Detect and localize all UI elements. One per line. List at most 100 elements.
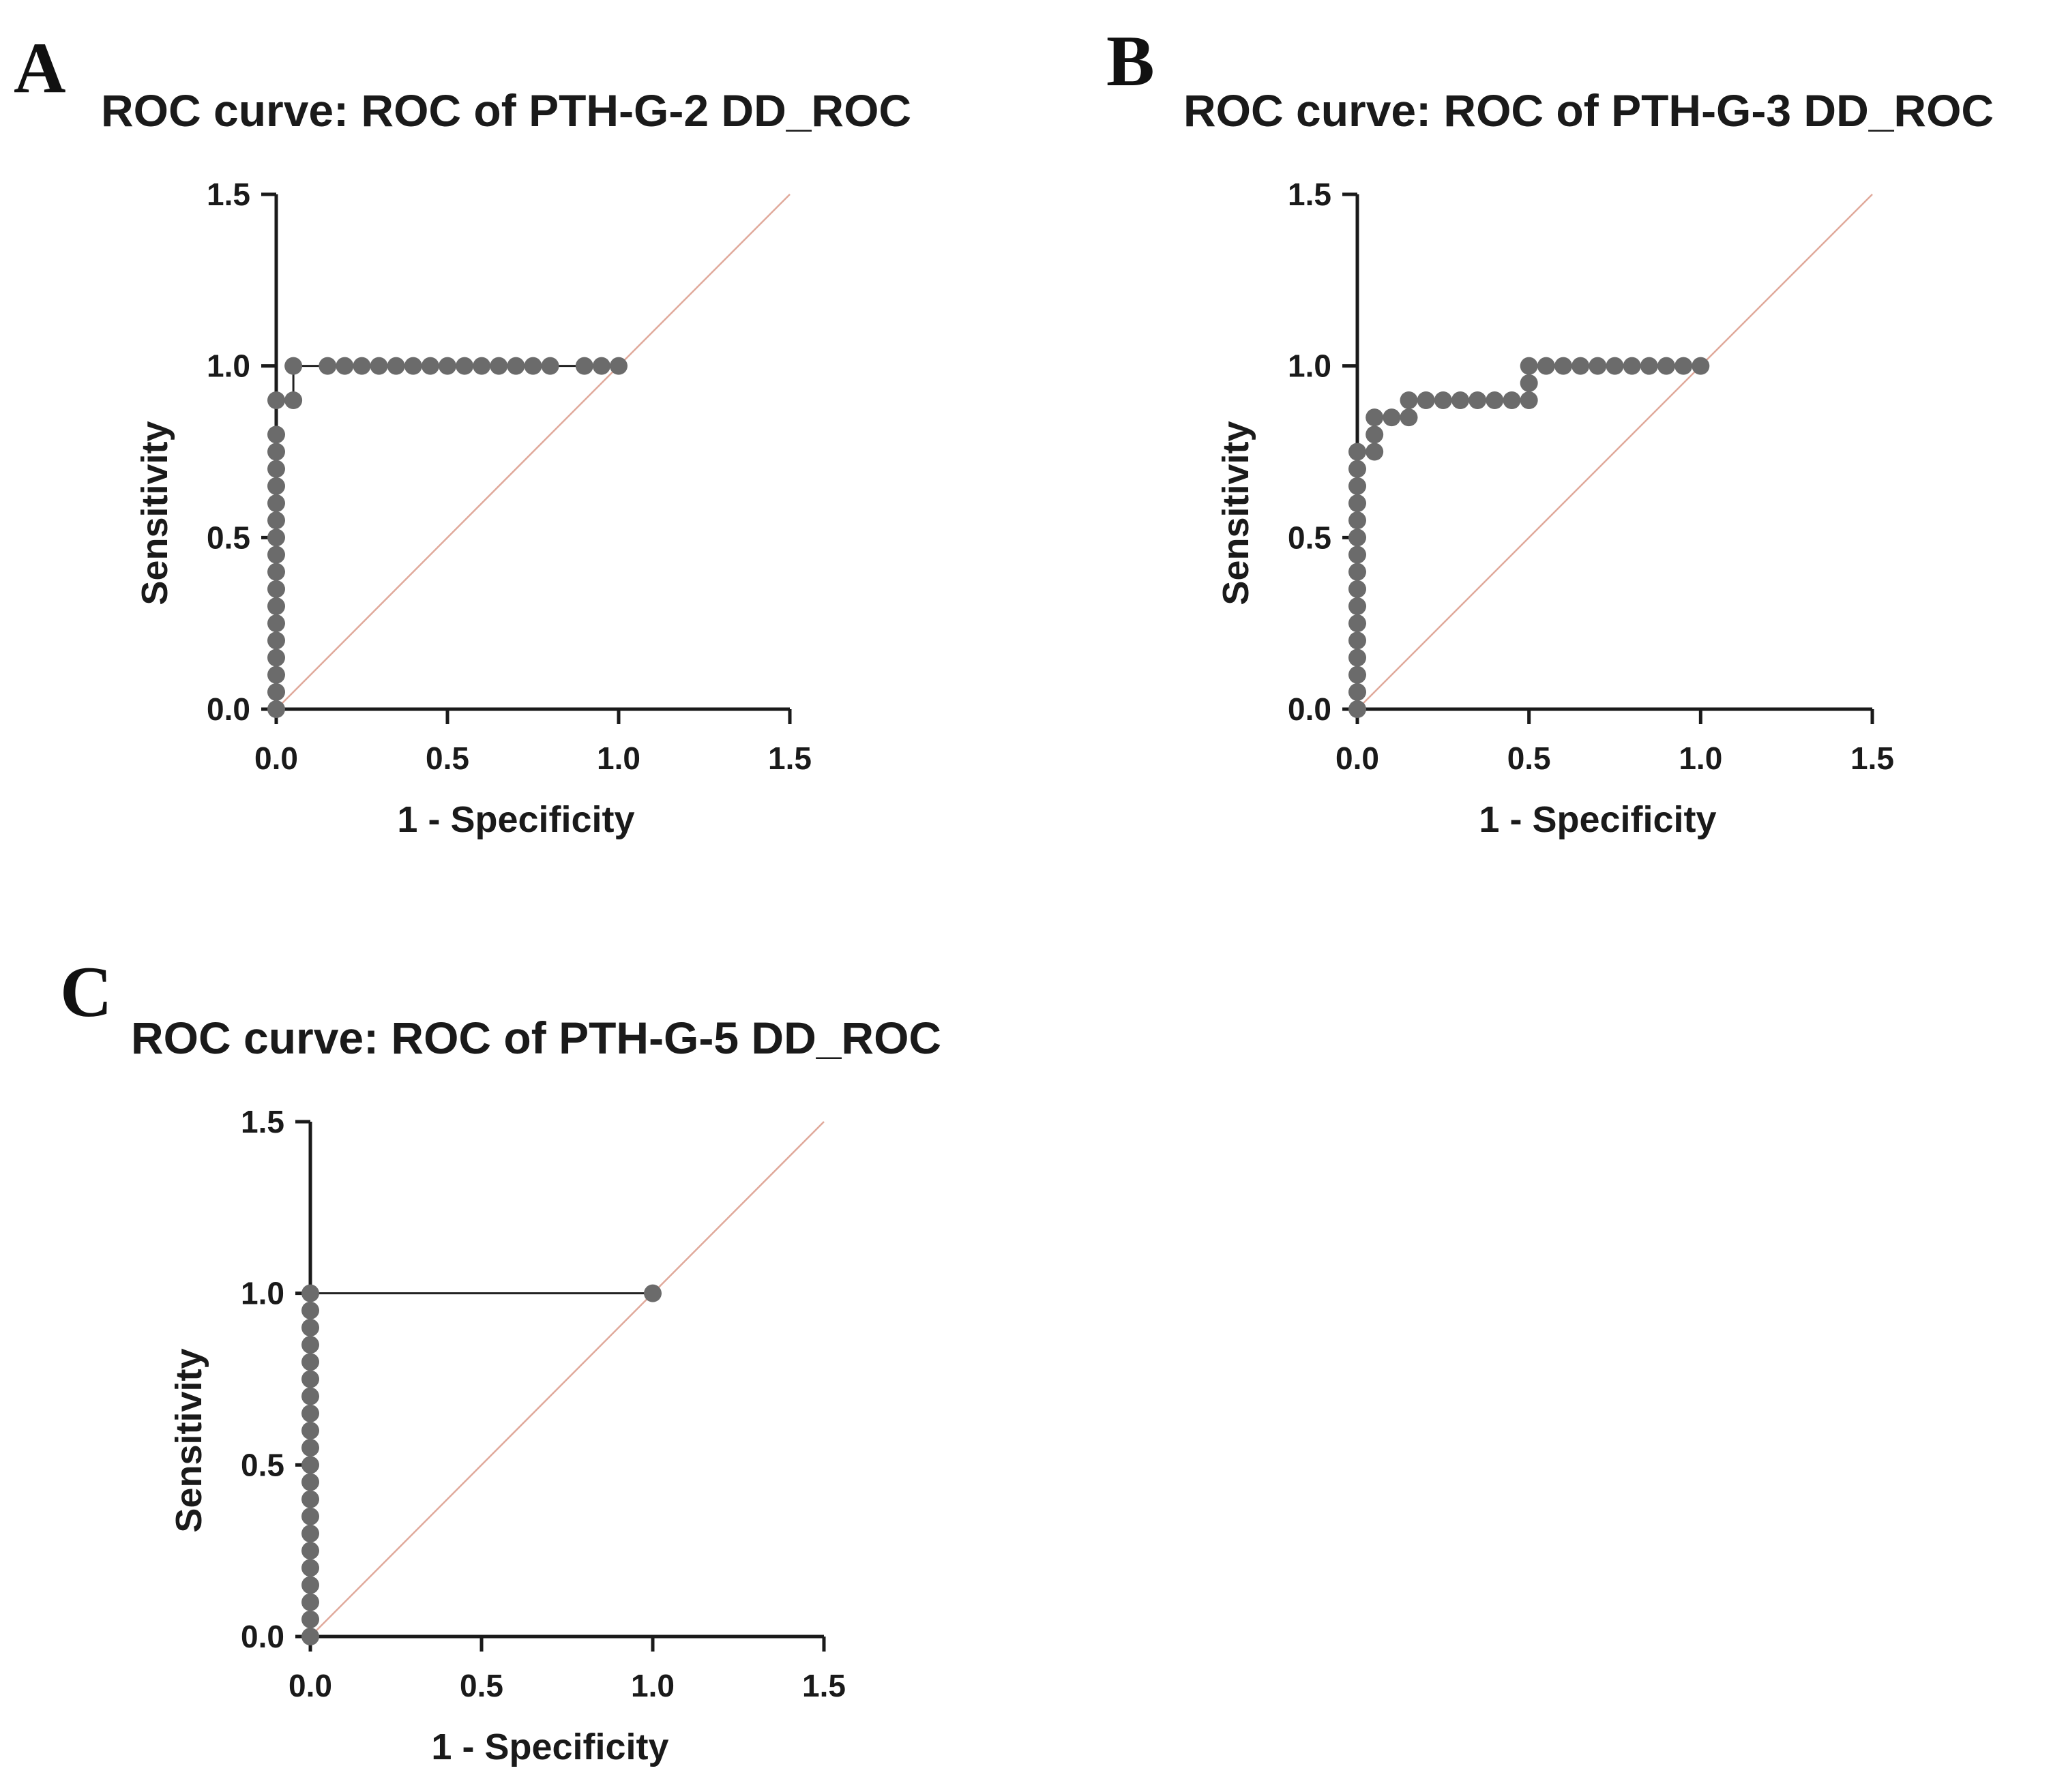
roc-data-point — [301, 1507, 319, 1525]
roc-data-point — [267, 580, 285, 598]
panel-letter: A — [14, 28, 66, 108]
roc-data-point — [1520, 357, 1538, 375]
roc-data-point — [301, 1576, 319, 1594]
x-tick-label: 0.0 — [254, 741, 298, 776]
roc-data-point — [353, 357, 371, 375]
roc-data-point — [1366, 425, 1384, 444]
roc-data-point — [301, 1610, 319, 1628]
chart-panel-b: B ROC curve: ROC of PTH-G-3 DD_ROC 0.0 0.5 1… — [1106, 21, 1994, 840]
x-tick-label: 0.5 — [426, 741, 469, 776]
roc-data-point — [575, 357, 593, 375]
chart-title: ROC curve: ROC of PTH-G-2 DD_ROC — [101, 85, 911, 136]
x-tick-label: 0.5 — [460, 1668, 503, 1703]
roc-data-point — [267, 631, 285, 650]
y-axis-title: Sensitivity — [134, 421, 175, 605]
chart-panel-a: A ROC curve: ROC of PTH-G-2 DD_ROC 0.0 0.5 1… — [14, 28, 911, 840]
reference-diagonal-line — [1357, 194, 1873, 710]
roc-data-point — [524, 357, 542, 375]
roc-data-point — [1451, 391, 1469, 409]
roc-data-point — [1348, 546, 1366, 564]
roc-data-point — [644, 1284, 662, 1302]
y-tick-label: 1.5 — [1288, 177, 1331, 212]
roc-data-point — [267, 648, 285, 667]
roc-data-point — [1348, 597, 1366, 615]
reference-diagonal-line — [276, 194, 791, 710]
panel-letter: C — [60, 952, 113, 1032]
roc-data-point — [284, 391, 303, 409]
roc-data-point — [301, 1542, 319, 1560]
roc-data-point — [1520, 374, 1538, 392]
roc-data-point — [301, 1559, 319, 1577]
roc-data-point — [473, 357, 491, 375]
roc-data-point — [1589, 357, 1607, 375]
roc-data-point — [284, 357, 303, 375]
x-tick-label: 0.5 — [1507, 741, 1551, 776]
roc-data-point — [1469, 391, 1487, 409]
roc-data-point — [301, 1301, 319, 1319]
roc-data-point — [1366, 408, 1384, 427]
y-tick-label: 1.0 — [241, 1276, 284, 1311]
roc-data-point — [1554, 357, 1572, 375]
roc-data-point — [267, 494, 285, 512]
roc-data-point — [267, 528, 285, 547]
x-tick-label: 1.5 — [802, 1668, 846, 1703]
roc-data-point — [336, 357, 354, 375]
y-tick-label: 0.5 — [207, 520, 250, 555]
roc-data-point — [1348, 528, 1366, 547]
roc-data-point — [301, 1473, 319, 1491]
roc-data-point — [301, 1525, 319, 1542]
x-tick-label: 0.0 — [289, 1668, 332, 1703]
y-axis-title: Sensitivity — [168, 1348, 209, 1532]
y-tick-label: 1.0 — [1288, 348, 1331, 384]
x-axis-title: 1 - Specificity — [1479, 799, 1716, 840]
roc-data-point — [1606, 357, 1624, 375]
roc-data-point — [1434, 391, 1452, 409]
roc-data-point — [301, 1387, 319, 1405]
roc-data-point — [490, 357, 508, 375]
roc-data-point — [1537, 357, 1555, 375]
roc-data-point — [387, 357, 405, 375]
x-tick-label: 1.5 — [768, 741, 812, 776]
x-tick-label: 1.0 — [597, 741, 640, 776]
roc-data-point — [1348, 700, 1366, 718]
x-tick-label: 1.5 — [1850, 741, 1894, 776]
roc-data-point — [370, 357, 388, 375]
y-tick-label: 1.5 — [207, 177, 250, 212]
roc-data-point — [301, 1284, 319, 1302]
roc-data-point — [267, 666, 285, 684]
chart-title: ROC curve: ROC of PTH-G-3 DD_ROC — [1183, 85, 1994, 136]
x-tick-label: 1.0 — [631, 1668, 675, 1703]
roc-data-point — [1674, 357, 1693, 375]
x-axis-title: 1 - Specificity — [397, 799, 634, 840]
roc-data-point — [267, 614, 285, 633]
roc-data-point — [1348, 477, 1366, 495]
roc-data-point — [301, 1490, 319, 1508]
roc-data-point — [1657, 357, 1675, 375]
x-axis-title: 1 - Specificity — [431, 1727, 668, 1767]
reference-diagonal-line — [310, 1121, 825, 1637]
roc-data-point — [267, 563, 285, 581]
roc-data-point — [1571, 357, 1590, 375]
y-tick-label: 0.5 — [1288, 520, 1331, 555]
roc-data-point — [1348, 563, 1366, 581]
roc-data-point — [404, 357, 422, 375]
roc-data-point — [1348, 683, 1366, 701]
roc-data-point — [1692, 357, 1710, 375]
roc-data-point — [301, 1593, 319, 1611]
roc-data-point — [541, 357, 559, 375]
y-tick-label: 0.5 — [241, 1447, 284, 1482]
roc-data-point — [319, 357, 337, 375]
roc-data-point — [1348, 666, 1366, 684]
roc-data-point — [1348, 631, 1366, 650]
roc-data-point — [267, 391, 285, 409]
y-tick-label: 0.0 — [241, 1619, 284, 1654]
roc-data-point — [439, 357, 456, 375]
roc-data-point — [1383, 408, 1401, 427]
chart-panel-c: C ROC curve: ROC of PTH-G-5 DD_ROC 0.0 0.5 1… — [60, 952, 941, 1767]
roc-data-point — [1348, 511, 1366, 530]
roc-data-point — [1348, 443, 1366, 461]
roc-data-point — [267, 700, 285, 718]
roc-data-point — [301, 1628, 319, 1645]
roc-data-point — [301, 1422, 319, 1439]
